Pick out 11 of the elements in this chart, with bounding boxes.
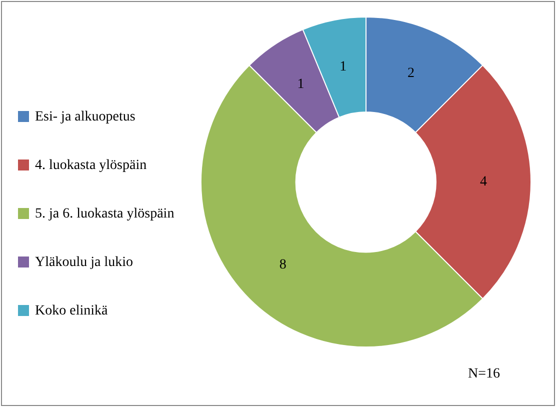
legend-label: Esi- ja alkuopetus xyxy=(35,110,136,124)
data-label: 1 xyxy=(297,76,304,92)
legend-label: Yläkoulu ja lukio xyxy=(35,255,133,270)
data-label: 8 xyxy=(279,258,286,273)
legend-label: 5. ja 6. luokasta ylöspäin xyxy=(35,206,174,222)
data-label: 2 xyxy=(407,66,414,81)
legend-label: Koko elinikä xyxy=(35,304,108,318)
data-label: 4 xyxy=(480,174,487,190)
legend-label: 4. luokasta ylöspäin xyxy=(35,158,147,173)
text: N=16 xyxy=(468,366,500,382)
data-label: 1 xyxy=(340,59,347,74)
